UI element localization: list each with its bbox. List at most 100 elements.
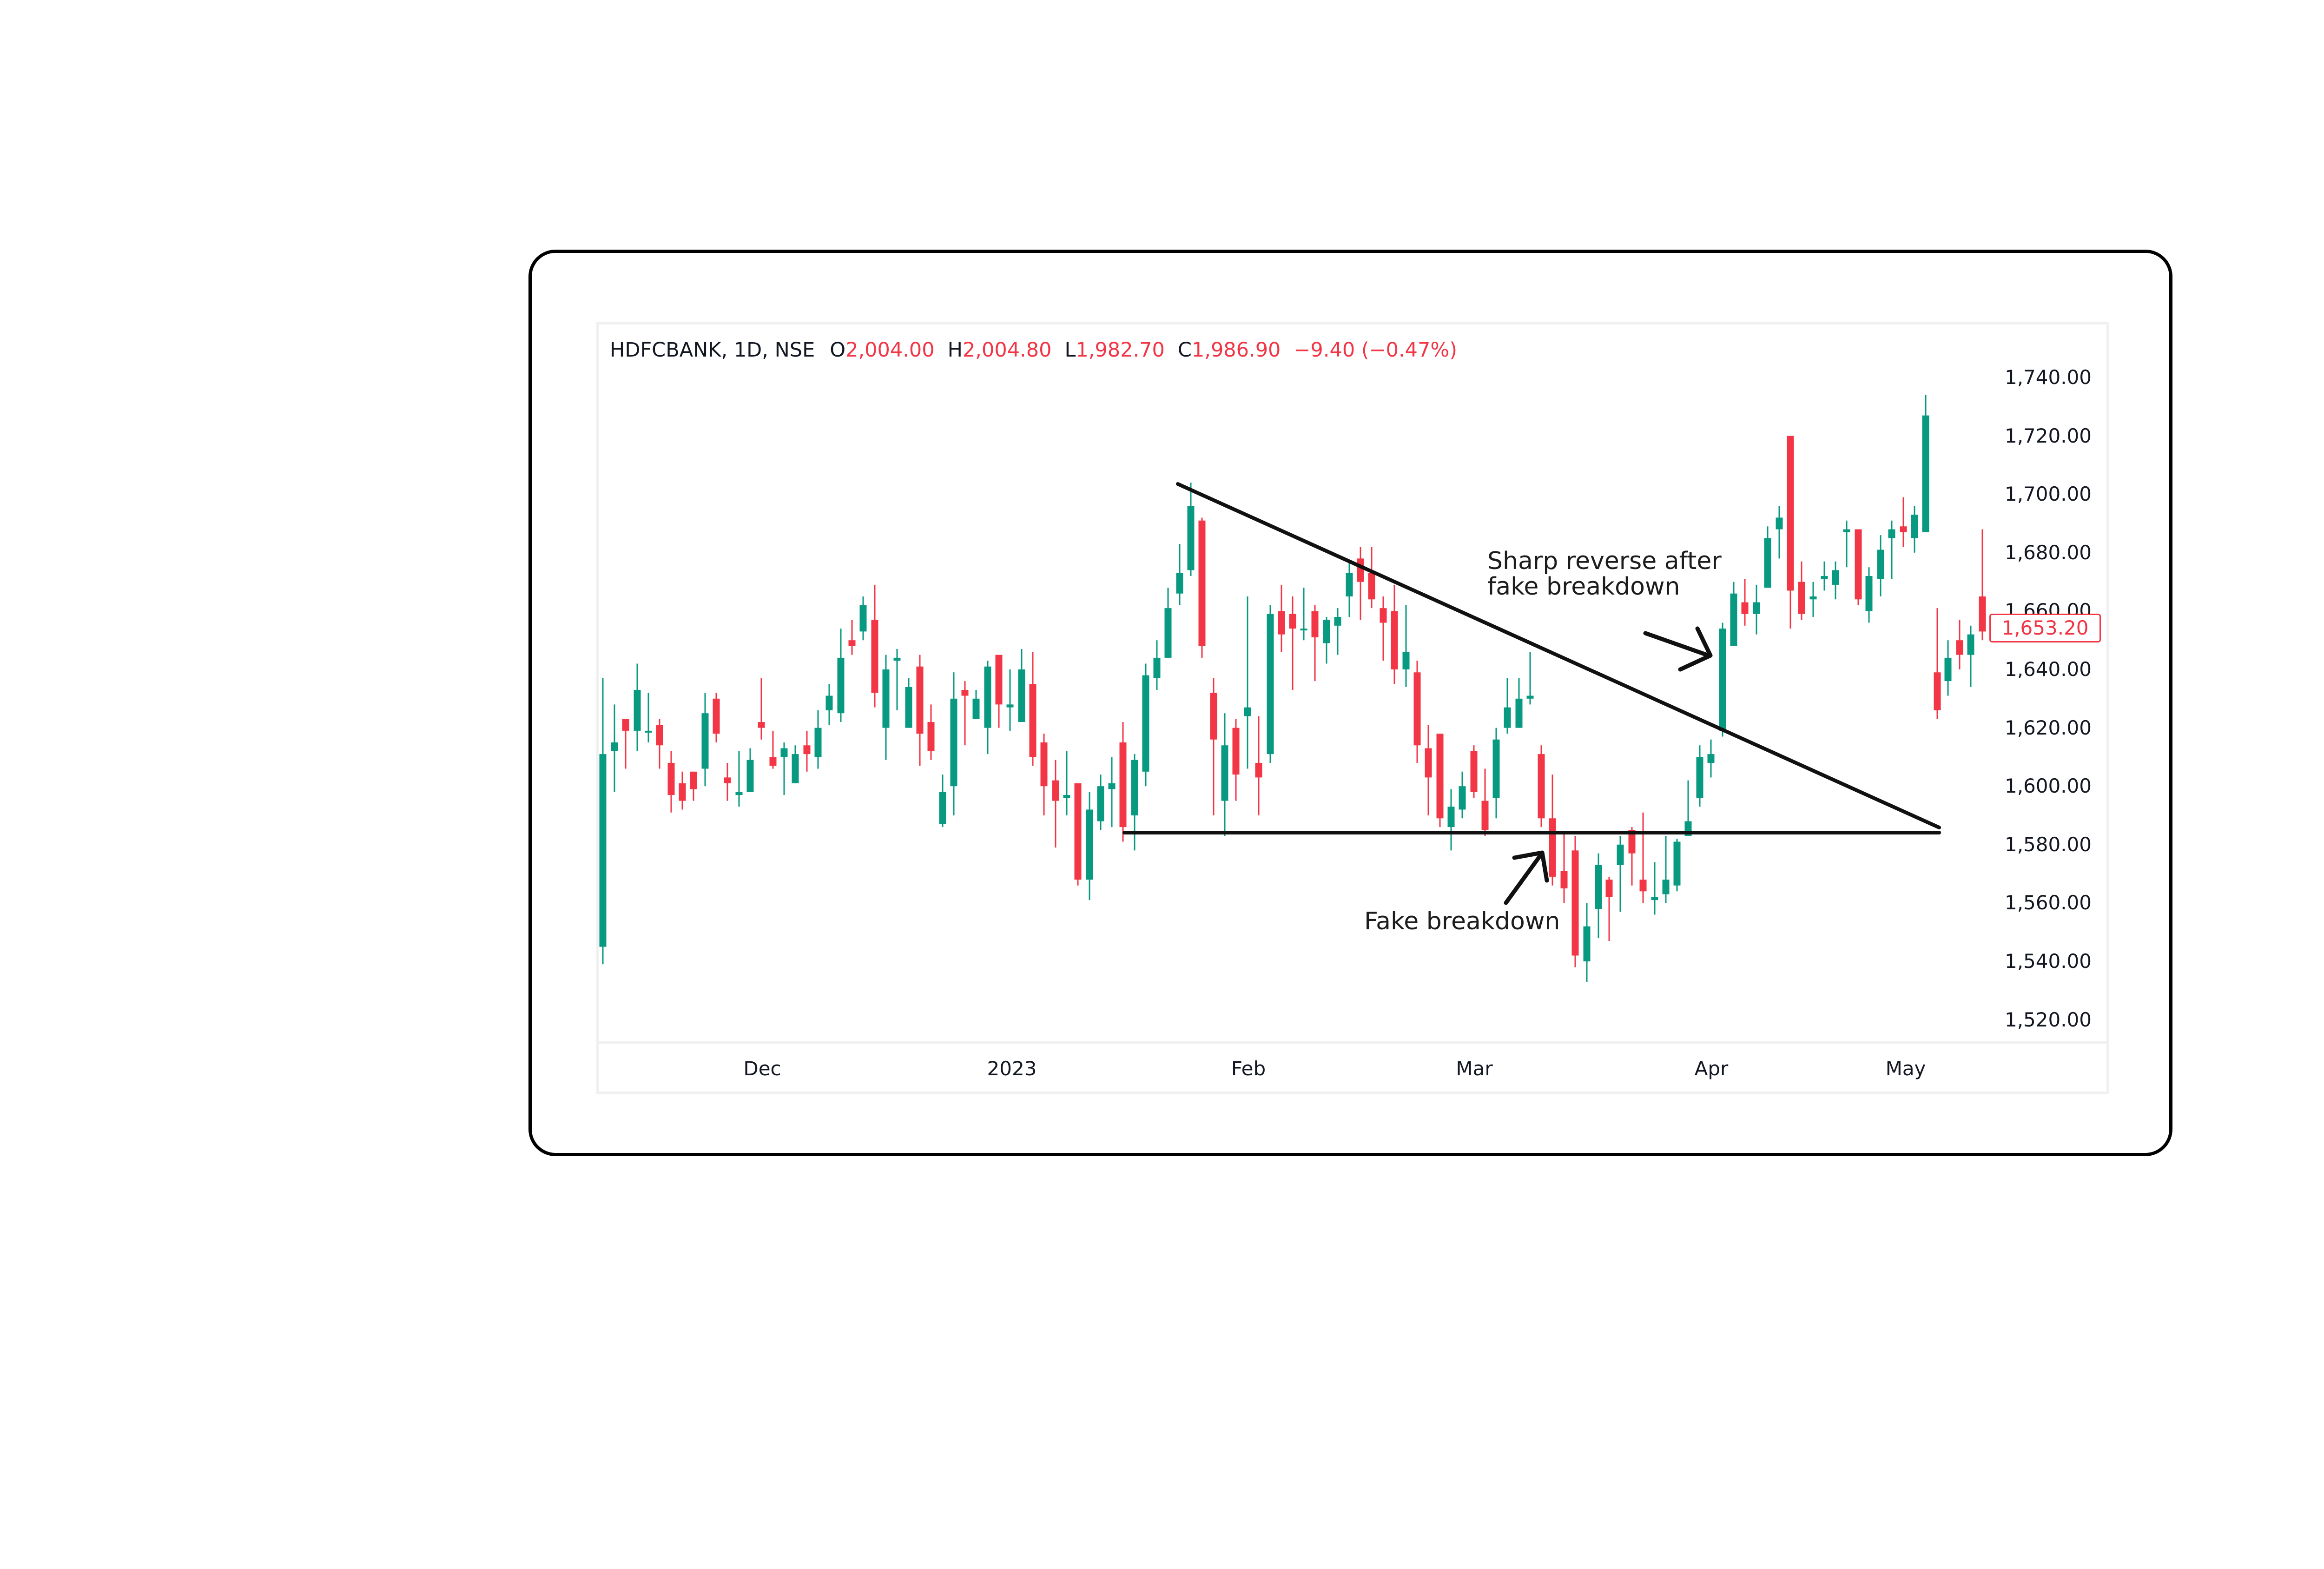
candle	[837, 629, 845, 722]
candle	[1198, 517, 1206, 658]
candle	[1662, 835, 1670, 903]
chart-panel	[596, 322, 2109, 1094]
open-value: 2,004.00	[845, 338, 935, 362]
candle	[1459, 771, 1466, 819]
breakdown-arrow	[1504, 850, 1549, 905]
candle	[758, 678, 765, 740]
candle	[1278, 584, 1285, 652]
candle	[1515, 678, 1523, 728]
y-tick: 1,620.00	[2004, 716, 2092, 739]
high-value: 2,004.80	[962, 338, 1052, 362]
candle	[1131, 754, 1138, 851]
high-label: H	[947, 338, 963, 362]
candle	[1967, 625, 1974, 687]
candle	[961, 681, 969, 746]
candle	[1323, 616, 1330, 664]
y-tick: 1,580.00	[2004, 833, 2092, 856]
y-tick: 1,600.00	[2004, 775, 2092, 797]
reversal-annotation: Sharp reverse after fake breakdown	[1487, 549, 1722, 599]
x-tick: 2023	[987, 1057, 1037, 1080]
candle	[1413, 661, 1421, 763]
candle	[1153, 640, 1161, 690]
candle	[769, 730, 777, 769]
candle	[871, 584, 878, 708]
candle	[656, 719, 663, 769]
candle	[1447, 789, 1455, 851]
candle	[1402, 605, 1410, 687]
candle	[1232, 719, 1240, 801]
candle	[1571, 835, 1579, 967]
x-tick: Apr	[1694, 1057, 1729, 1080]
candle	[713, 693, 720, 742]
x-tick: Mar	[1456, 1057, 1493, 1080]
candle	[690, 771, 697, 801]
candle	[1289, 596, 1296, 690]
image-frame	[528, 250, 2172, 1156]
candle	[1119, 722, 1127, 842]
candle	[1334, 608, 1341, 655]
candle	[1504, 678, 1511, 734]
candle	[972, 689, 980, 719]
candle	[1176, 543, 1183, 605]
candle	[1911, 506, 1918, 553]
candle	[1843, 520, 1850, 568]
change-value: −9.40 (−0.47%)	[1294, 338, 1458, 362]
candle	[1018, 649, 1025, 722]
candle	[859, 596, 867, 641]
low-value: 1,982.70	[1076, 338, 1165, 362]
symbol-label: HDFCBANK, 1D, NSE	[610, 338, 815, 362]
candle	[1164, 588, 1172, 658]
candle	[893, 649, 901, 710]
candle	[1628, 827, 1636, 886]
y-tick: 1,700.00	[2004, 483, 2092, 505]
x-tick: Dec	[743, 1057, 781, 1080]
candle	[611, 704, 618, 792]
candle	[1719, 622, 1726, 737]
candle	[1380, 596, 1387, 661]
y-tick: 1,740.00	[2004, 366, 2092, 389]
candle	[1956, 620, 1963, 669]
candle	[1436, 734, 1444, 828]
candle	[803, 730, 811, 772]
candle	[1549, 775, 1556, 886]
candle	[622, 719, 629, 769]
candle	[1187, 483, 1195, 576]
candle	[1798, 561, 1805, 620]
trendlines	[1122, 482, 1941, 834]
y-tick: 1,720.00	[2004, 424, 2092, 447]
candle	[1741, 579, 1749, 626]
candle	[1595, 853, 1602, 938]
candle	[1764, 526, 1771, 588]
candle	[701, 693, 709, 787]
candle	[1244, 596, 1251, 769]
candle	[1583, 903, 1591, 982]
reversal-arrow	[1643, 626, 1713, 672]
candle	[724, 762, 731, 801]
candle	[1605, 876, 1613, 941]
candle	[1639, 812, 1647, 903]
candle	[1753, 584, 1760, 635]
candle	[814, 710, 822, 769]
candle-series	[599, 395, 1986, 982]
candle	[1108, 757, 1116, 828]
candle	[1063, 751, 1070, 815]
candle	[1707, 739, 1715, 778]
candle	[1888, 520, 1895, 579]
candle	[1346, 561, 1353, 617]
descending-trendline	[1176, 482, 1941, 829]
candle	[1006, 669, 1014, 731]
candle	[1492, 728, 1500, 819]
candle	[848, 620, 856, 655]
candle	[927, 704, 935, 760]
close-value: 1,986.90	[1191, 338, 1281, 362]
candle	[1787, 436, 1794, 629]
candle	[1900, 497, 1907, 547]
candle	[1877, 535, 1884, 596]
candle	[1221, 713, 1228, 836]
reversal-annotation-line1: Sharp reverse after	[1487, 547, 1722, 575]
y-tick: 1,560.00	[2004, 891, 2092, 914]
last-price-tag: 1,653.20	[1989, 614, 2101, 642]
candle	[599, 678, 607, 965]
candle	[1074, 783, 1082, 886]
candle	[995, 655, 1003, 728]
